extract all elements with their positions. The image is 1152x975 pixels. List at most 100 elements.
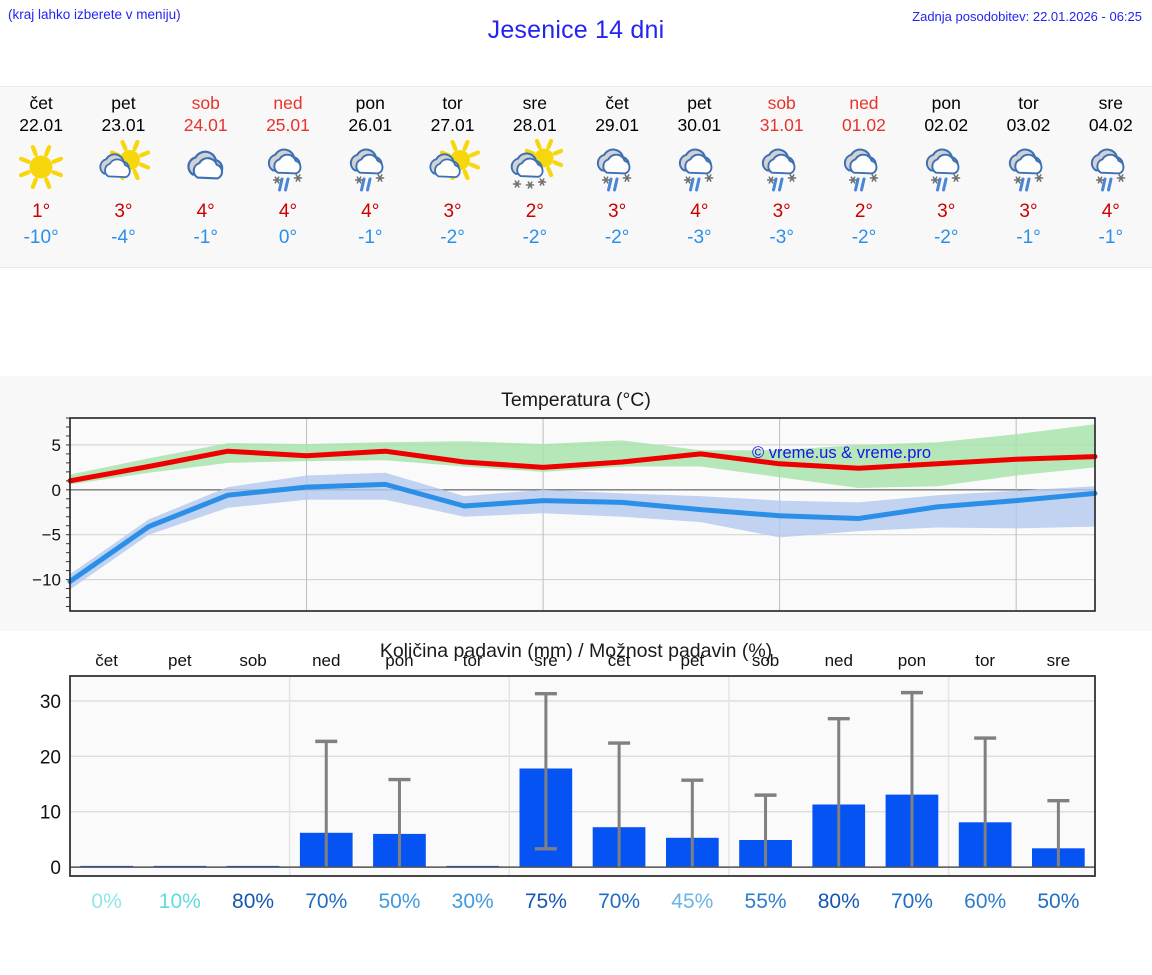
day-column[interactable]: sob 24.01 4° -1° [165, 87, 247, 267]
day-temp-max: 1° [32, 201, 51, 222]
day-name: pet [687, 93, 712, 113]
day-temp-min: -1° [358, 227, 383, 248]
svg-text:pon: pon [385, 651, 413, 670]
temperature-chart-title: Temperatura (°C) [501, 389, 651, 411]
svg-text:tor: tor [975, 651, 995, 670]
day-column[interactable]: sob 31.01 3° -3° [741, 87, 823, 267]
sun-cloud-icon [82, 138, 164, 198]
day-temp-max: 3° [443, 201, 462, 222]
day-name: sob [191, 93, 220, 113]
day-temp-min: -2° [440, 227, 465, 248]
day-column[interactable]: sre 28.01 2° -2° [494, 87, 576, 267]
day-temp-min: -2° [851, 227, 877, 248]
svg-text:45%: 45% [671, 890, 713, 913]
day-date: 04.02 [1088, 115, 1133, 135]
day-date: 03.02 [1006, 115, 1051, 135]
day-name: ned [273, 93, 303, 113]
svg-text:10%: 10% [159, 890, 201, 913]
day-temp-max: 3° [114, 201, 133, 222]
day-date: 28.01 [512, 115, 557, 135]
svg-text:50%: 50% [1037, 890, 1079, 913]
day-date: 24.01 [183, 115, 228, 135]
day-date: 02.02 [924, 115, 969, 135]
spacer [0, 268, 1152, 376]
day-column[interactable]: pet 23.01 3° -4° [82, 87, 164, 267]
day-name: čet [605, 93, 629, 113]
last-update-label: Zadnja posodobitev: 22.01.2026 - 06:25 [912, 9, 1142, 24]
sun-icon [0, 138, 82, 198]
copyright-watermark: © vreme.us & vreme.pro [752, 444, 932, 462]
day-temp-min: -2° [604, 227, 630, 248]
svg-text:55%: 55% [745, 890, 787, 913]
day-name: pon [355, 93, 385, 113]
svg-text:sre: sre [534, 651, 558, 670]
day-temp-max: 4° [196, 201, 215, 222]
svg-text:75%: 75% [525, 890, 567, 913]
day-name: čet [29, 93, 53, 113]
day-date: 27.01 [430, 115, 475, 135]
svg-text:tor: tor [463, 651, 483, 670]
svg-text:10: 10 [40, 803, 61, 824]
day-column[interactable]: čet 29.01 3° -2° [576, 87, 658, 267]
svg-text:ned: ned [825, 651, 853, 670]
temperature-chart-svg: 5 0 −5 −10 [32, 417, 1098, 612]
svg-text:80%: 80% [232, 890, 274, 913]
svg-text:0: 0 [50, 858, 61, 879]
day-temp-max: 3° [772, 201, 791, 222]
day-column[interactable]: tor 27.01 3° -2° [411, 87, 493, 267]
day-date: 22.01 [19, 115, 64, 135]
cloud-rain-snow-icon [987, 138, 1069, 198]
day-temp-min: -3° [687, 227, 712, 248]
day-date: 25.01 [266, 115, 310, 135]
day-column[interactable]: ned 25.01 4° 0° [247, 87, 329, 267]
day-column[interactable]: ned 01.02 2° -2° [823, 87, 905, 267]
cloud-icon [165, 138, 247, 198]
day-column[interactable]: tor 03.02 3° -1° [987, 87, 1069, 267]
svg-text:0: 0 [52, 481, 61, 500]
day-date: 31.01 [759, 115, 804, 135]
day-temp-min: 0° [278, 227, 298, 248]
day-column[interactable]: pet 30.01 4° -3° [658, 87, 740, 267]
day-temp-min: -2° [522, 227, 548, 248]
daily-forecast-strip: čet 22.01 1° -10° pet 23.01 3° -4° sob 24.01 4° -… [0, 86, 1152, 268]
svg-text:0%: 0% [91, 890, 121, 913]
svg-text:20: 20 [40, 747, 61, 768]
temperature-chart-panel: Temperatura (°C) 5 0 −5 −10 © vreme.us & vr… [0, 376, 1152, 631]
day-name: tor [1018, 93, 1039, 113]
day-date: 29.01 [595, 115, 639, 135]
day-temp-max: 3° [1019, 201, 1038, 222]
day-temp-min: -2° [933, 227, 959, 248]
svg-text:pet: pet [168, 651, 192, 670]
menu-hint: (kraj lahko izberete v meniju) [8, 7, 181, 22]
svg-text:pet: pet [681, 651, 705, 670]
day-temp-min: -1° [193, 227, 218, 248]
day-temp-min: -1° [1016, 227, 1041, 248]
day-column[interactable]: sre 04.02 4° -1° [1070, 87, 1152, 267]
svg-text:30%: 30% [452, 890, 494, 913]
svg-text:ned: ned [312, 651, 340, 670]
svg-text:sob: sob [239, 651, 266, 670]
svg-text:sob: sob [752, 651, 779, 670]
day-name: pon [931, 93, 961, 113]
precipitation-chart-panel: Količina padavin (mm) / Možnost padavin … [0, 631, 1152, 931]
day-temp-min: -4° [111, 227, 136, 248]
svg-text:70%: 70% [891, 890, 933, 913]
svg-text:−5: −5 [42, 526, 61, 545]
svg-text:70%: 70% [305, 890, 347, 913]
day-temp-max: 4° [690, 201, 709, 222]
svg-text:čet: čet [608, 651, 631, 670]
day-date: 30.01 [677, 115, 722, 135]
page-title: Jesenice 14 dni [487, 16, 665, 44]
cloud-rain-snow-icon [905, 138, 987, 198]
cloud-rain-snow-icon [329, 138, 411, 198]
precipitation-chart-title: Količina padavin (mm) / Možnost padavin … [379, 640, 773, 662]
svg-text:70%: 70% [598, 890, 640, 913]
day-name: sre [522, 93, 547, 113]
day-name: sre [1098, 93, 1123, 113]
day-column[interactable]: čet 22.01 1° -10° [0, 87, 82, 267]
day-column[interactable]: pon 02.02 3° -2° [905, 87, 987, 267]
day-name: sob [767, 93, 796, 113]
day-column[interactable]: pon 26.01 4° -1° [329, 87, 411, 267]
day-temp-max: 2° [854, 201, 874, 222]
day-temp-min: -10° [23, 227, 59, 248]
